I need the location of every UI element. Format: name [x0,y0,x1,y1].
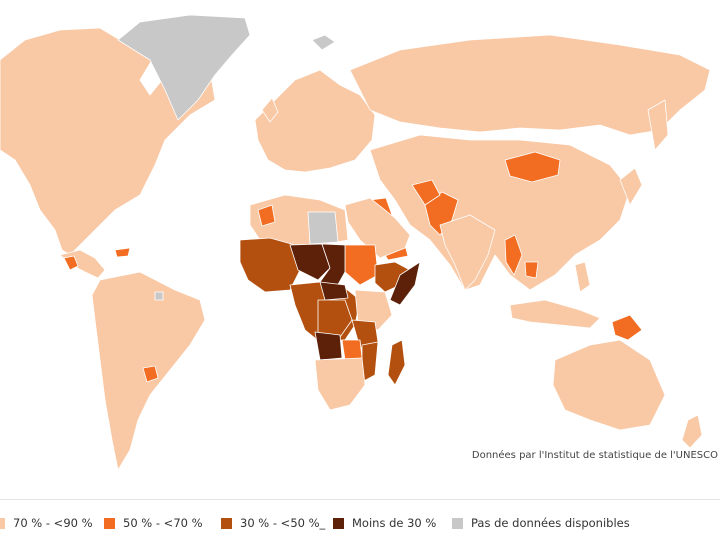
region-philippines[interactable] [574,261,591,293]
legend-swatch [452,517,463,529]
legend-label: 70 % - <90 % [13,516,93,530]
region-europe[interactable] [254,69,376,173]
legend-swatch [221,517,232,529]
legend-label: 50 % - <70 % [123,516,203,530]
region-mali-niger[interactable] [289,243,331,281]
region-bolivia[interactable] [142,365,159,383]
region-west-africa[interactable] [239,237,301,293]
region-caribbean[interactable] [114,247,131,258]
legend-item-no-data[interactable]: Pas de données disponibles [452,514,630,532]
region-somalia[interactable] [389,261,421,306]
region-guatemala[interactable] [63,255,79,271]
region-new-zealand[interactable] [681,414,703,449]
region-car[interactable] [319,281,349,301]
world-literacy-map [0,14,711,470]
region-middle-east[interactable] [344,197,411,259]
region-libya[interactable] [307,211,339,245]
region-greenland[interactable] [117,14,251,121]
region-asia[interactable] [369,134,631,291]
region-east-africa[interactable] [354,289,393,331]
region-kamchatka[interactable] [647,99,669,151]
legend-label: 30 % - <50 %_ [240,516,326,530]
region-sudan[interactable] [344,244,379,286]
region-drc[interactable] [317,299,353,341]
region-png[interactable] [611,314,643,341]
legend-swatch [104,517,115,529]
region-pakistan[interactable] [424,191,459,236]
region-southern-africa[interactable] [314,357,366,411]
legend-item-50-70[interactable]: 50 % - <70 % [104,514,203,532]
region-japan[interactable] [619,167,643,206]
legend-label: Moins de 30 % [352,516,437,530]
region-myanmar-laos[interactable] [504,234,523,276]
region-india[interactable] [439,214,496,291]
legend-item-30-50[interactable]: 30 % - <50 %_ [221,514,325,532]
region-svalbard[interactable] [311,34,336,51]
data-source-credit: Données par l'Institut de statistique de… [471,450,718,461]
region-afghanistan[interactable] [411,179,441,206]
legend-item-70-90[interactable]: 70 % - <90 % [0,514,93,532]
region-indonesia[interactable] [509,299,601,329]
region-morocco[interactable] [257,204,276,227]
region-cambodia[interactable] [524,261,539,279]
map-regions [0,14,711,470]
region-mongolia[interactable] [504,151,561,183]
legend-label: Pas de données disponibles [471,516,630,530]
region-zambia[interactable] [341,339,363,361]
region-guyana[interactable] [154,291,164,301]
legend-swatch [0,517,5,529]
region-angola[interactable] [314,331,343,361]
legend-item-below-30[interactable]: Moins de 30 % [333,514,436,532]
region-madagascar[interactable] [387,339,406,386]
legend-divider [0,499,720,500]
legend-swatch [333,517,344,529]
region-australia[interactable] [552,339,666,431]
map-legend: 70 % - <90 % 50 % - <70 % 30 % - <50 %_ … [0,514,720,532]
region-uk[interactable] [261,97,279,123]
